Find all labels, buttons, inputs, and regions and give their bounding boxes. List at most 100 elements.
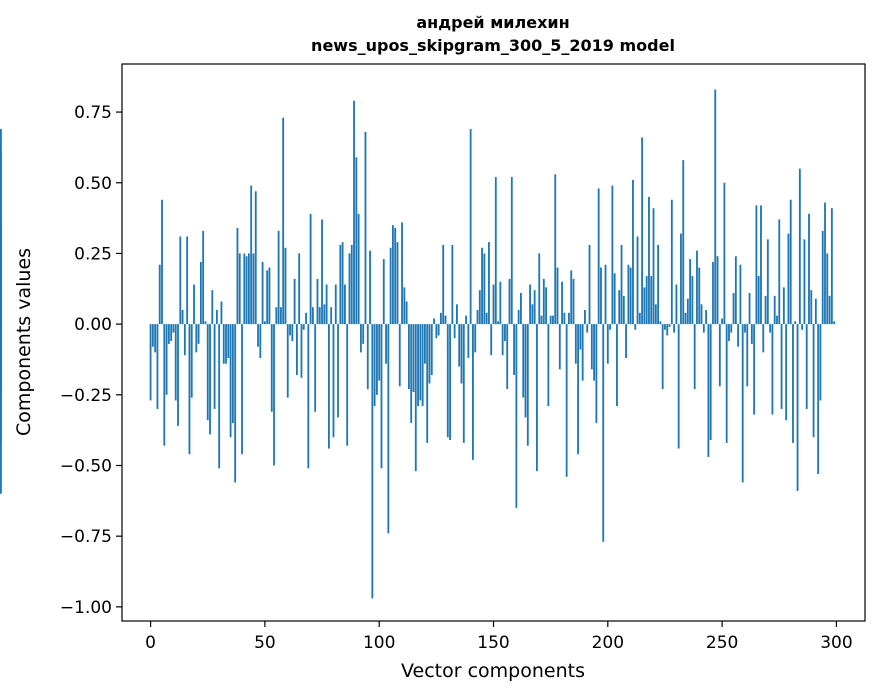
- bar-120: [424, 324, 426, 364]
- bar-249: [718, 324, 721, 387]
- bar-164: [524, 324, 527, 418]
- bar-26: [209, 324, 211, 435]
- bar-138: [465, 315, 467, 325]
- bar-105: [389, 247, 392, 325]
- bar-217: [645, 276, 648, 325]
- x-tick-label: 0: [145, 633, 156, 653]
- bar-202: [611, 185, 614, 325]
- bar-134: [456, 304, 458, 325]
- bar-110: [401, 222, 403, 325]
- bar-214: [638, 312, 641, 325]
- chart-subtitle: news_upos_skipgram_300_5_2019 model: [311, 36, 675, 55]
- bar-93: [362, 324, 365, 344]
- bar-184: [570, 270, 573, 325]
- bar-102: [382, 259, 385, 325]
- bar-2: [154, 324, 157, 353]
- bar-41: [243, 253, 246, 325]
- bar-40: [241, 324, 243, 455]
- bar-179: [558, 324, 561, 370]
- bar-57: [279, 307, 282, 325]
- bar-167: [531, 304, 534, 325]
- bar-171: [540, 315, 543, 325]
- bar-209: [627, 264, 630, 325]
- bar-80: [332, 324, 335, 438]
- y-tick-label: −1.00: [60, 598, 112, 618]
- bar-161: [517, 309, 520, 325]
- bar-286: [803, 239, 806, 325]
- bar-141: [472, 324, 474, 460]
- bar-192: [588, 244, 591, 325]
- bar-206: [620, 244, 623, 325]
- bar-174: [547, 324, 550, 407]
- bar-221: [654, 304, 657, 325]
- bar-210: [629, 267, 632, 325]
- bar-154: [501, 324, 504, 356]
- bar-90: [355, 157, 358, 325]
- bar-257: [737, 324, 740, 347]
- bar-259: [741, 324, 744, 483]
- bar-194: [593, 324, 596, 381]
- bar-215: [641, 137, 644, 325]
- bar-281: [792, 324, 794, 443]
- bar-290: [812, 324, 815, 438]
- bar-66: [300, 324, 303, 378]
- bar-243: [705, 309, 708, 325]
- bar-8: [167, 324, 170, 344]
- y-tick-label: −0.25: [60, 386, 112, 406]
- bar-72: [314, 324, 317, 412]
- bar-104: [387, 324, 390, 534]
- bar-195: [595, 324, 598, 424]
- y-tick-label: 0.50: [74, 174, 112, 194]
- bar-129: [444, 315, 447, 325]
- bar-70: [309, 213, 312, 325]
- bar-7: [165, 324, 168, 395]
- bar-190: [584, 309, 586, 325]
- x-tick-label: 200: [592, 633, 624, 653]
- bar-246: [712, 261, 714, 325]
- bar-193: [590, 324, 593, 370]
- bar-166: [529, 284, 531, 325]
- bar-77: [325, 284, 328, 325]
- chart-title: андрей милехин: [416, 13, 569, 32]
- bar-263: [750, 324, 753, 344]
- x-tick-label: 150: [477, 633, 509, 653]
- bar-115: [412, 324, 415, 392]
- bar-169: [536, 324, 538, 472]
- bar-280: [789, 199, 792, 325]
- bar-240: [698, 267, 701, 325]
- y-axis-label: Components values: [13, 248, 35, 436]
- bar-211: [632, 179, 634, 325]
- bar-128: [442, 244, 445, 325]
- bar-297: [828, 295, 831, 325]
- bar-283: [796, 324, 799, 491]
- bar-117: [417, 324, 419, 407]
- bar-83: [339, 244, 342, 325]
- bar-278: [785, 324, 788, 421]
- bar-29: [215, 309, 218, 325]
- bar-132: [451, 244, 454, 325]
- bar-140: [469, 129, 472, 325]
- bar-225: [664, 324, 666, 330]
- bar-256: [734, 256, 737, 325]
- bar-261: [746, 324, 749, 387]
- bar-145: [481, 247, 483, 325]
- bar-4: [158, 264, 161, 325]
- bar-84: [341, 242, 344, 325]
- bar-270: [766, 239, 769, 325]
- bar-289: [810, 290, 813, 325]
- x-tick-label: 250: [706, 633, 738, 653]
- bar-106: [391, 225, 394, 325]
- bar-22: [199, 261, 202, 325]
- bar-294: [821, 230, 824, 325]
- bar-123: [430, 324, 433, 376]
- bar-223: [659, 321, 662, 325]
- bar-277: [782, 287, 785, 325]
- bar-218: [648, 196, 650, 325]
- bar-39: [238, 253, 241, 325]
- bar-27: [211, 290, 214, 325]
- bar-139: [467, 324, 470, 359]
- bar-96: [369, 250, 371, 325]
- bar-74: [318, 307, 321, 325]
- bar-32: [222, 324, 225, 364]
